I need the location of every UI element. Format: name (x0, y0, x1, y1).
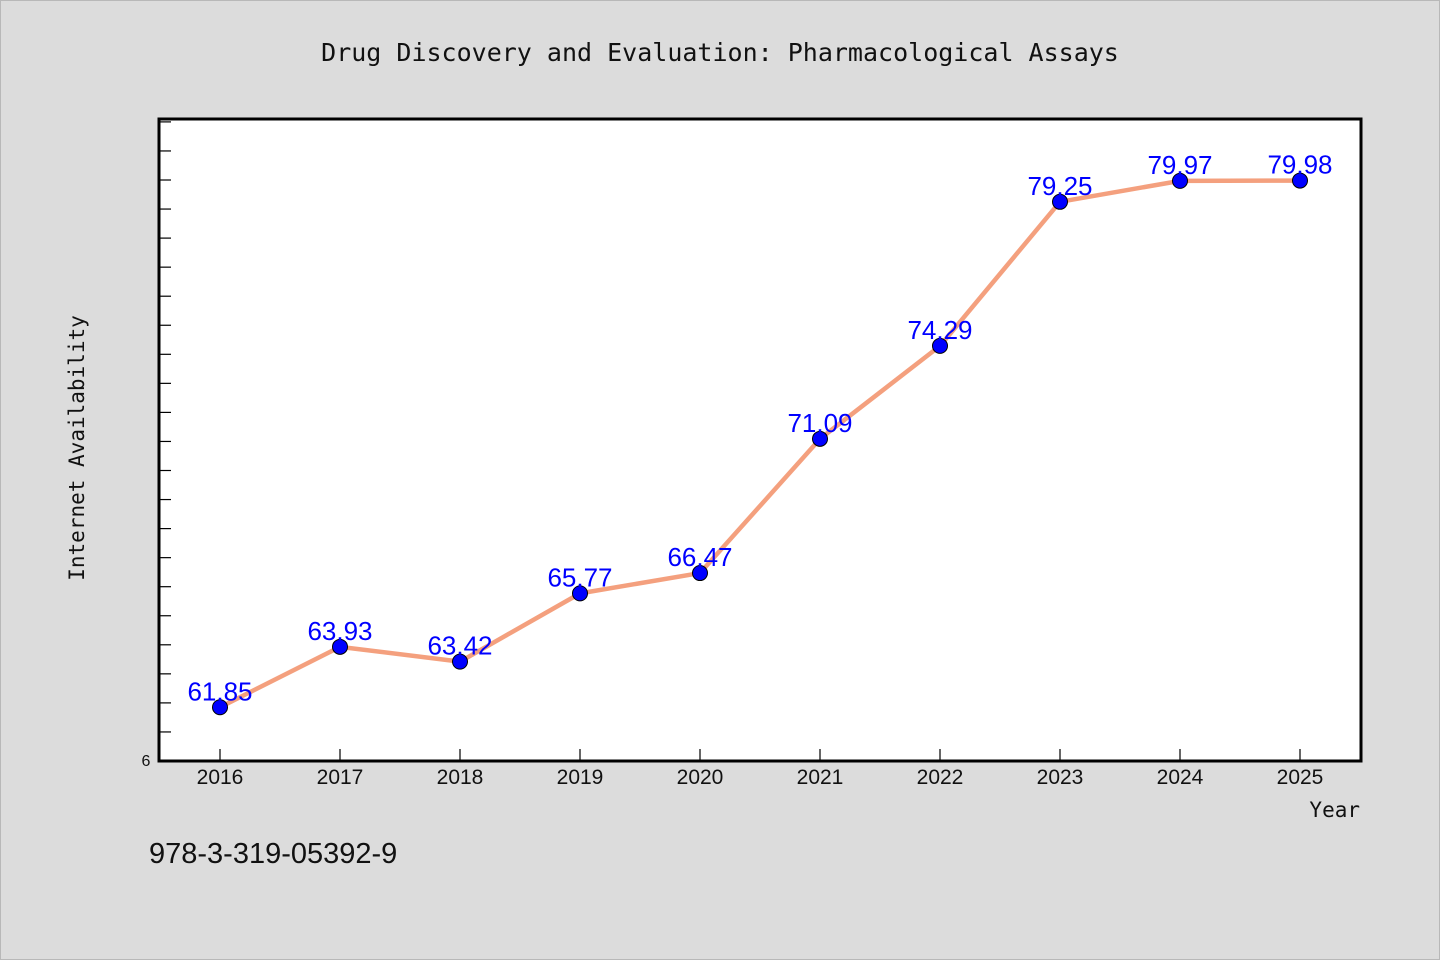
x-axis-ticks: 2016 2017 2018 2019 2020 2021 2022 2023 2024 2025 (197, 749, 1324, 789)
x-tick-label: 2025 (1277, 766, 1324, 789)
x-tick-label: 2024 (1157, 766, 1204, 789)
data-point (452, 653, 468, 670)
x-tick-label: 2021 (797, 766, 844, 789)
data-label: 61.85 (187, 676, 252, 706)
x-tick-label: 2023 (1037, 766, 1084, 789)
data-point (932, 337, 948, 354)
x-tick-label: 2018 (437, 766, 484, 789)
data-markers (212, 172, 1308, 716)
x-tick-label: 2022 (917, 766, 964, 789)
data-point (1052, 193, 1068, 210)
data-point (692, 565, 708, 582)
series-line (218, 178, 1301, 710)
data-point (572, 585, 588, 602)
data-label: 79.97 (1147, 150, 1212, 180)
isbn-text: 978-3-319-05392-9 (149, 838, 397, 870)
data-label: 79.25 (1027, 171, 1092, 201)
plot-area (157, 117, 1363, 763)
x-axis-label: Year (1309, 798, 1360, 822)
x-tick-label: 2019 (557, 766, 604, 789)
x-tick-label: 2016 (197, 766, 244, 789)
data-label: 63.42 (427, 631, 492, 661)
x-tick-label: 2020 (677, 766, 724, 789)
data-label: 79.98 (1267, 150, 1332, 180)
data-label: 74.29 (907, 315, 972, 345)
data-point (1292, 172, 1308, 189)
data-label: 63.93 (307, 616, 372, 646)
data-point (332, 638, 348, 655)
chart-title: Drug Discovery and Evaluation: Pharmacol… (321, 38, 1119, 67)
y-axis-label: Internet Availability (65, 315, 89, 581)
data-label: 71.09 (787, 408, 852, 438)
data-point (1172, 172, 1188, 189)
data-labels: 61.85 63.93 63.42 65.77 66.47 71.09 74.29 79.25… (187, 150, 1332, 707)
data-point (212, 699, 228, 716)
data-label: 66.47 (667, 542, 732, 572)
y-axis-ticks (159, 121, 171, 762)
y-tick-label: 6 (142, 753, 151, 770)
data-label: 65.77 (547, 562, 612, 592)
data-point (812, 430, 828, 447)
x-tick-label: 2017 (317, 766, 364, 789)
